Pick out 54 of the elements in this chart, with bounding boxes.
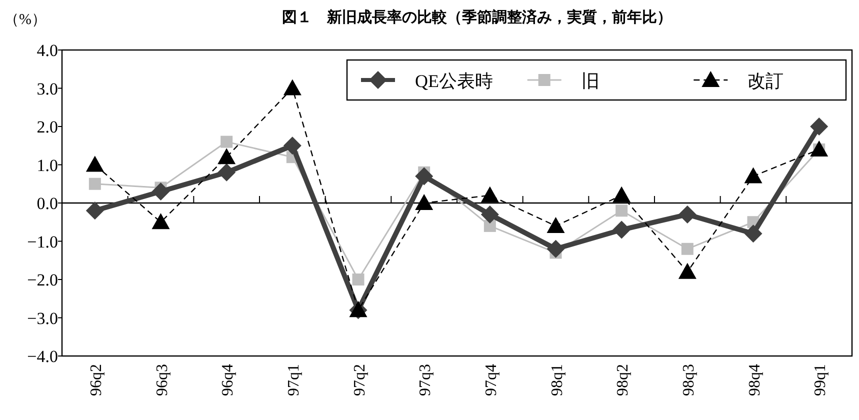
point [352, 274, 364, 286]
point [152, 213, 170, 230]
x-tick-label: 99q1 [812, 364, 830, 396]
point [744, 167, 762, 184]
x-tick-label: 96q2 [88, 364, 105, 396]
x-tick-label: 98q1 [548, 364, 566, 396]
point [744, 224, 762, 243]
point [283, 136, 302, 155]
point [152, 182, 170, 201]
point [678, 205, 696, 224]
point [86, 156, 104, 172]
legend-label: 改訂 [748, 71, 784, 91]
y-tick-label: 2.0 [36, 118, 58, 136]
point [86, 202, 104, 220]
y-tick-label: −3.0 [27, 308, 58, 328]
y-tick-label: −4.0 [27, 347, 58, 366]
x-tick-label: 97q4 [482, 364, 500, 396]
y-tick-label: 0.0 [36, 194, 58, 213]
y-tick-label: 1.0 [36, 156, 58, 175]
x-tick-label: 98q2 [614, 364, 632, 396]
y-tick-label: −2.0 [27, 270, 58, 290]
point [480, 205, 499, 224]
point [810, 118, 828, 136]
y-tick-label: −1.0 [27, 232, 58, 252]
y-tick-label: 4.0 [36, 41, 58, 60]
x-tick-label: 97q3 [417, 364, 434, 396]
point [283, 79, 302, 96]
legend-label: QE公表時 [415, 71, 493, 91]
point [484, 220, 496, 232]
point [810, 140, 828, 156]
x-tick-label: 96q3 [154, 364, 171, 396]
point [415, 167, 434, 186]
x-tick-label: 98q4 [746, 364, 764, 396]
chart-title: 図１ 新旧成長率の比較（季節調整済み，実質，前年比） [282, 8, 672, 26]
point [612, 220, 631, 239]
point [218, 148, 236, 164]
legend-label: 旧 [581, 71, 600, 91]
point [415, 194, 434, 210]
point [480, 186, 499, 202]
x-tick-label: 97q1 [285, 364, 302, 396]
point [218, 163, 236, 182]
point [678, 262, 696, 279]
point [88, 178, 101, 190]
point [616, 204, 628, 217]
y-axis-title: （%） [4, 12, 46, 28]
x-tick-label: 98q3 [680, 364, 698, 396]
point [220, 136, 233, 148]
y-tick-label: 3.0 [36, 79, 58, 98]
x-tick-label: 96q4 [220, 364, 237, 396]
point [612, 186, 631, 202]
x-tick-label: 97q2 [351, 364, 368, 396]
point [546, 216, 565, 233]
point [546, 240, 565, 258]
point [681, 242, 694, 255]
